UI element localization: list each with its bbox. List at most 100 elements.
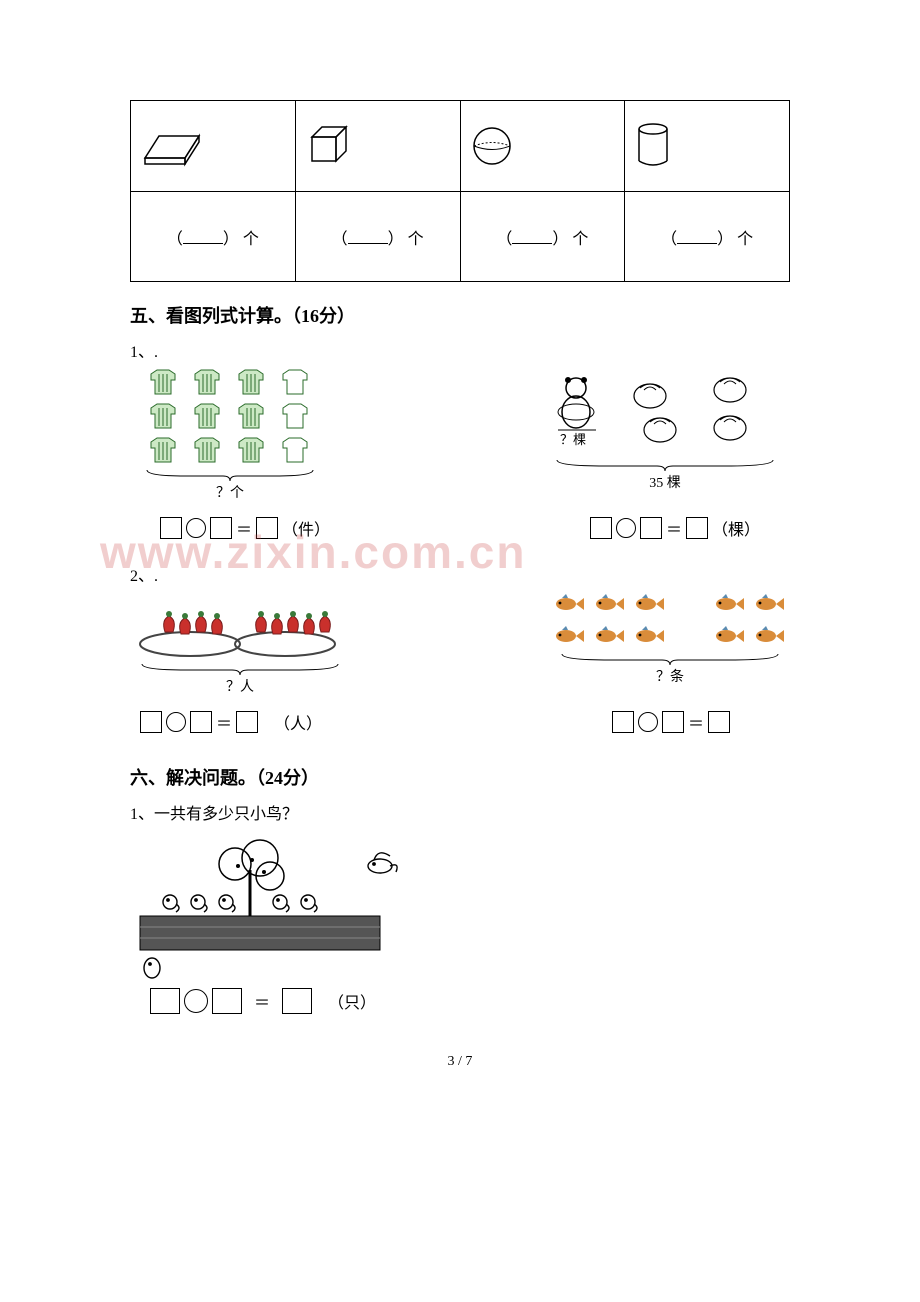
- bear-q-label: ？棵: [560, 432, 586, 447]
- brace-icon: [130, 468, 330, 482]
- equals-sign: ＝: [236, 516, 252, 540]
- row-sweater-bear: ？个 ？棵 35 棵: [130, 368, 790, 502]
- section5-q1: 1、.: [130, 338, 790, 362]
- strawberry-plates-icon: [135, 592, 345, 662]
- unit-label: （件）: [282, 516, 330, 540]
- answer-box[interactable]: [640, 517, 662, 539]
- answer-box[interactable]: [160, 517, 182, 539]
- shape-cell-cylinder: [625, 101, 790, 192]
- fish-block: ？条: [550, 592, 790, 686]
- shape-cell-sphere: [460, 101, 625, 192]
- paren-close: ）: [388, 231, 404, 248]
- page-footer: 3 / 7: [130, 1054, 790, 1070]
- sweater-icon: [189, 368, 227, 400]
- shape-count-table: （） 个 （） 个 （） 个 （） 个: [130, 100, 790, 282]
- operator-circle[interactable]: [184, 989, 208, 1013]
- shape-cell-cube: [295, 101, 460, 192]
- answer-box[interactable]: [140, 711, 162, 733]
- unit-label: （只）: [328, 989, 376, 1013]
- paren-open: （: [496, 231, 512, 248]
- blank-line: [348, 228, 388, 244]
- answer-box[interactable]: [212, 988, 242, 1014]
- fish-icon: [632, 592, 668, 620]
- strawberry-caption: ？人: [226, 676, 254, 696]
- section6-title: 六、解决问题。（24分）: [130, 764, 790, 790]
- unit-label: （棵）: [712, 516, 760, 540]
- answer-box[interactable]: [686, 517, 708, 539]
- sweater-icon: [277, 368, 315, 400]
- blank-line: [512, 228, 552, 244]
- section6-q1: 1、一共有多少只小鸟？: [130, 800, 790, 824]
- fish-equation: ＝: [612, 710, 730, 734]
- sweater-icon: [233, 402, 271, 434]
- birds-illustration: [130, 830, 790, 980]
- sweater-equation: ＝ （件）: [160, 516, 330, 540]
- sphere-icon: [467, 121, 517, 171]
- equals-sign: ＝: [666, 516, 682, 540]
- bear-block: ？棵 35 棵: [540, 368, 790, 492]
- sweater-block: ？个: [130, 368, 330, 502]
- section5-q2: 2、.: [130, 562, 790, 586]
- answer-box[interactable]: [612, 711, 634, 733]
- answer-box[interactable]: [150, 988, 180, 1014]
- operator-circle[interactable]: [638, 712, 658, 732]
- fish-icon: [712, 624, 748, 652]
- row-strawberry-fish: ？人 ？条: [130, 592, 790, 696]
- fish-caption: ？条: [656, 666, 684, 686]
- fish-icon: [632, 624, 668, 652]
- strawberry-block: ？人: [130, 592, 350, 696]
- sweater-icon: [189, 436, 227, 468]
- paren-open: （: [167, 231, 183, 248]
- sweater-icon: [233, 436, 271, 468]
- paren-close: ）: [223, 231, 239, 248]
- count-suffix: 个: [408, 231, 424, 248]
- blank-line: [677, 228, 717, 244]
- fish-icon: [552, 624, 588, 652]
- answer-box[interactable]: [590, 517, 612, 539]
- answer-box[interactable]: [662, 711, 684, 733]
- birds-equation: ＝ （只）: [150, 988, 790, 1014]
- count-suffix: 个: [243, 231, 259, 248]
- sweater-icon: [277, 436, 315, 468]
- paren-open: （: [661, 231, 677, 248]
- sweater-grid: [145, 368, 315, 468]
- sweater-icon: [189, 402, 227, 434]
- unit-label: （人）: [274, 710, 322, 734]
- section5-title: 五、看图列式计算。（16分）: [130, 302, 790, 328]
- bear-cabbage-icon: ？棵: [550, 368, 780, 458]
- answer-box[interactable]: [256, 517, 278, 539]
- count-suffix: 个: [572, 231, 588, 248]
- sweater-icon: [233, 368, 271, 400]
- brace-icon: [550, 652, 790, 666]
- answer-box[interactable]: [282, 988, 312, 1014]
- count-suffix: 个: [737, 231, 753, 248]
- operator-circle[interactable]: [616, 518, 636, 538]
- birds-scene-icon: [130, 830, 430, 980]
- answer-box[interactable]: [190, 711, 212, 733]
- shape-cell-cuboid: [131, 101, 296, 192]
- operator-circle[interactable]: [186, 518, 206, 538]
- strawberry-equation: ＝ （人）: [140, 710, 322, 734]
- fish-grid: [552, 592, 788, 652]
- sweater-icon: [277, 402, 315, 434]
- operator-circle[interactable]: [166, 712, 186, 732]
- fish-icon: [592, 624, 628, 652]
- sweater-caption: ？个: [216, 482, 244, 502]
- row-eq-1: ＝ （件） ＝ （棵）: [130, 508, 790, 556]
- brace-icon: [540, 458, 790, 472]
- fish-icon: [752, 592, 788, 620]
- fish-icon: [752, 624, 788, 652]
- cube-icon: [302, 119, 356, 173]
- row-eq-2: ＝ （人） ＝: [130, 702, 790, 750]
- cylinder-icon: [631, 119, 675, 173]
- equals-sign: ＝: [688, 710, 704, 734]
- answer-box[interactable]: [236, 711, 258, 733]
- fish-icon: [712, 592, 748, 620]
- brace-icon: [130, 662, 350, 676]
- answer-box[interactable]: [210, 517, 232, 539]
- count-cell-3: （） 个: [460, 192, 625, 282]
- paren-close: ）: [717, 231, 733, 248]
- fish-icon: [552, 592, 588, 620]
- sweater-icon: [145, 402, 183, 434]
- answer-box[interactable]: [708, 711, 730, 733]
